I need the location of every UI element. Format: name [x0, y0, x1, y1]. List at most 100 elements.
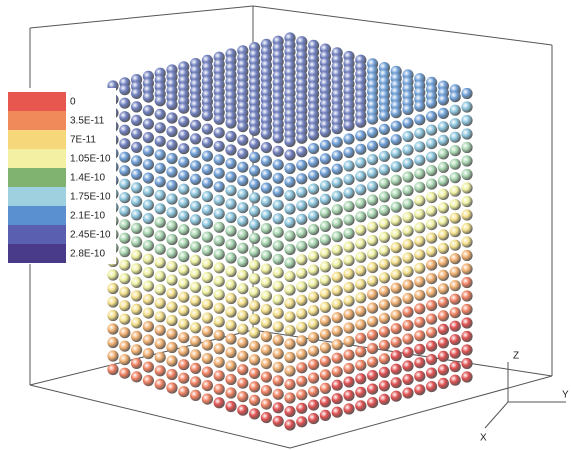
sphere: [378, 380, 390, 392]
sphere: [402, 346, 414, 359]
sphere: [437, 323, 449, 335]
sphere: [367, 397, 379, 409]
sphere: [190, 119, 202, 131]
sphere: [319, 126, 331, 138]
sphere: [249, 151, 261, 163]
sphere: [237, 256, 249, 268]
sphere: [213, 127, 225, 139]
sphere: [390, 390, 402, 402]
sphere: [131, 101, 143, 113]
sphere: [426, 97, 438, 109]
sphere: [461, 128, 473, 140]
sphere: [237, 229, 249, 241]
sphere: [367, 194, 379, 206]
sphere: [260, 182, 272, 194]
sphere: [272, 145, 284, 157]
sphere: [260, 209, 272, 221]
sphere: [178, 170, 190, 182]
sphere: [166, 260, 178, 273]
sphere: [190, 146, 202, 158]
sphere: [343, 308, 355, 321]
sphere: [284, 257, 296, 269]
legend: 0 3.5E-11 7E-11 1.05E-10 1.4E-10 1.75E-10 2.1E…: [6, 88, 116, 264]
sphere: [308, 278, 320, 290]
sphere: [437, 377, 449, 389]
sphere: [249, 273, 261, 285]
sphere: [213, 221, 225, 233]
sphere: [319, 396, 331, 408]
sphere: [355, 265, 367, 277]
sphere: [142, 361, 154, 373]
sphere: [213, 181, 225, 193]
sphere: [237, 310, 249, 322]
legend-swatch: [8, 111, 66, 130]
sphere: [142, 172, 154, 184]
sphere: [190, 200, 202, 212]
sphere: [402, 360, 414, 372]
sphere: [437, 296, 449, 308]
sphere: [308, 170, 320, 182]
sphere: [142, 159, 154, 171]
sphere: [296, 348, 308, 360]
sphere: [308, 197, 320, 209]
sphere: [331, 217, 343, 229]
sphere: [461, 168, 473, 181]
sphere: [284, 135, 296, 148]
sphere: [190, 376, 202, 388]
sphere: [131, 168, 143, 180]
sphere: [190, 281, 202, 293]
sphere: [154, 284, 166, 296]
sphere: [390, 255, 402, 267]
sphere: [178, 372, 190, 384]
sphere: [131, 276, 143, 288]
sphere: [107, 282, 119, 295]
sphere: [272, 375, 284, 387]
sphere: [119, 232, 131, 244]
sphere: [284, 378, 296, 391]
sphere: [402, 279, 414, 291]
sphere: [461, 141, 473, 154]
sphere: [378, 245, 390, 257]
sphere: [461, 182, 473, 194]
sphere: [178, 183, 190, 195]
sphere: [190, 160, 202, 172]
sphere: [237, 269, 249, 281]
sphere: [201, 191, 213, 203]
sphere: [213, 343, 225, 355]
sphere: [272, 267, 284, 279]
sphere: [426, 219, 438, 231]
legend-swatch: [8, 206, 66, 225]
sphere: [319, 234, 331, 246]
sphere: [284, 311, 296, 323]
sphere: [437, 242, 449, 254]
axis-triad: Z Y X: [480, 351, 569, 444]
sphere: [249, 246, 261, 258]
sphere: [437, 256, 449, 268]
sphere: [154, 351, 166, 363]
sphere: [131, 155, 143, 167]
sphere: [225, 319, 237, 332]
sphere: [225, 265, 237, 278]
sphere: [225, 252, 237, 264]
sphere: [272, 132, 284, 144]
sphere: [390, 323, 402, 335]
sphere: [331, 150, 343, 162]
sphere: [367, 248, 379, 260]
sphere: [461, 276, 473, 289]
sphere: [414, 330, 426, 342]
sphere: [308, 372, 320, 384]
sphere: [154, 216, 166, 228]
sphere: [213, 248, 225, 260]
sphere: [131, 87, 143, 99]
sphere: [414, 235, 426, 247]
sphere: [414, 100, 426, 112]
sphere: [449, 158, 461, 170]
sphere: [225, 360, 237, 372]
sphere: [119, 300, 131, 312]
sphere: [390, 282, 402, 294]
sphere: [166, 125, 178, 138]
sphere: [449, 307, 461, 319]
sphere: [142, 253, 154, 265]
sphere: [378, 164, 390, 176]
sphere: [437, 148, 449, 160]
